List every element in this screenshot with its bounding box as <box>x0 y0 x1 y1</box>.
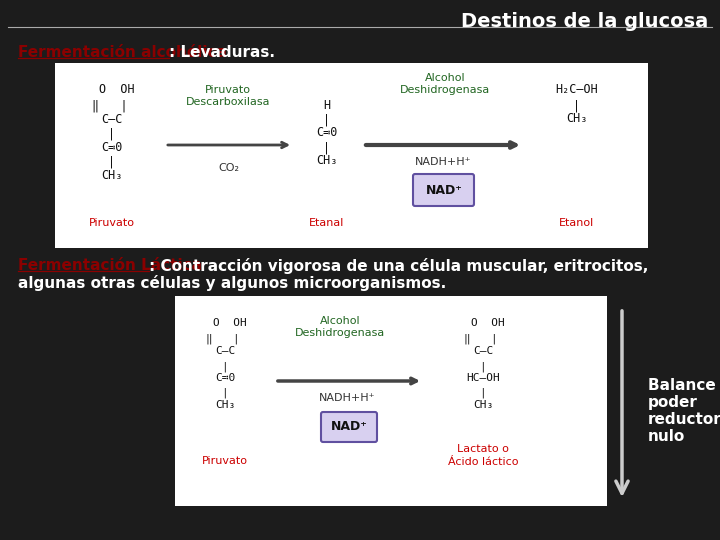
Text: C≕0: C≕0 <box>215 373 235 383</box>
FancyBboxPatch shape <box>413 174 474 206</box>
Text: Fermentación alcohólica: Fermentación alcohólica <box>18 45 227 60</box>
Text: Alcohol: Alcohol <box>425 73 465 83</box>
Text: CO₂: CO₂ <box>218 163 240 173</box>
Text: C≕0: C≕0 <box>316 126 338 139</box>
FancyBboxPatch shape <box>321 412 377 442</box>
Text: : Levaduras.: : Levaduras. <box>168 45 274 60</box>
Bar <box>55 63 648 248</box>
Text: NADH+H⁺: NADH+H⁺ <box>319 393 375 403</box>
Text: C—C: C—C <box>102 113 122 126</box>
Text: |: | <box>109 156 116 169</box>
Text: Piruvato: Piruvato <box>89 218 135 228</box>
Text: CH₃: CH₃ <box>215 400 235 410</box>
Text: Piruvato: Piruvato <box>202 456 248 466</box>
Text: Deshidrogenasa: Deshidrogenasa <box>400 85 490 95</box>
Text: algunas otras células y algunos microorganismos.: algunas otras células y algunos microorg… <box>18 275 446 291</box>
Text: NAD⁺: NAD⁺ <box>426 184 462 197</box>
Text: Balance de: Balance de <box>648 378 720 393</box>
Text: H: H <box>323 99 330 112</box>
Text: Piruvato: Piruvato <box>205 85 251 95</box>
Text: poder: poder <box>648 395 698 410</box>
Text: C—C: C—C <box>215 346 235 356</box>
Text: Ácido láctico: Ácido láctico <box>448 457 518 467</box>
Text: C—C: C—C <box>473 346 493 356</box>
Text: O  OH: O OH <box>213 318 247 328</box>
Text: Descarboxilasa: Descarboxilasa <box>186 97 270 107</box>
Text: H₂C—OH: H₂C—OH <box>556 83 598 96</box>
Text: nulo: nulo <box>648 429 685 444</box>
Text: C≕0: C≕0 <box>102 141 122 154</box>
Text: HC—OH: HC—OH <box>466 373 500 383</box>
Text: reductor: reductor <box>648 412 720 427</box>
Text: ‖   |: ‖ | <box>92 99 128 112</box>
Text: ‖   |: ‖ | <box>206 333 240 343</box>
Text: NAD⁺: NAD⁺ <box>330 421 367 434</box>
Text: : Contracción vigorosa de una célula muscular, eritrocitos,: : Contracción vigorosa de una célula mus… <box>149 258 649 274</box>
Text: |: | <box>222 388 228 399</box>
Text: O  OH: O OH <box>99 83 135 96</box>
Text: |: | <box>480 388 487 399</box>
Text: Etanol: Etanol <box>559 218 595 228</box>
Text: Fermentación Láctica: Fermentación Láctica <box>18 258 202 273</box>
Text: |: | <box>109 128 116 141</box>
Text: |: | <box>573 99 580 112</box>
Text: NADH+H⁺: NADH+H⁺ <box>415 157 472 167</box>
Text: O  OH: O OH <box>471 318 505 328</box>
Text: |: | <box>323 113 330 126</box>
Text: |: | <box>323 141 330 154</box>
Bar <box>175 296 607 506</box>
Text: |: | <box>480 361 487 372</box>
Text: ‖   |: ‖ | <box>464 333 498 343</box>
Text: |: | <box>222 361 228 372</box>
Text: Destinos de la glucosa: Destinos de la glucosa <box>461 12 708 31</box>
Text: Lactato o: Lactato o <box>457 444 509 454</box>
Text: CH₃: CH₃ <box>316 154 338 167</box>
Text: CH₃: CH₃ <box>102 169 122 182</box>
Text: CH₃: CH₃ <box>567 112 588 125</box>
Text: CH₃: CH₃ <box>473 400 493 410</box>
Text: Etanal: Etanal <box>310 218 345 228</box>
Text: Alcohol: Alcohol <box>320 316 360 326</box>
Text: Deshidrogenasa: Deshidrogenasa <box>295 328 385 338</box>
